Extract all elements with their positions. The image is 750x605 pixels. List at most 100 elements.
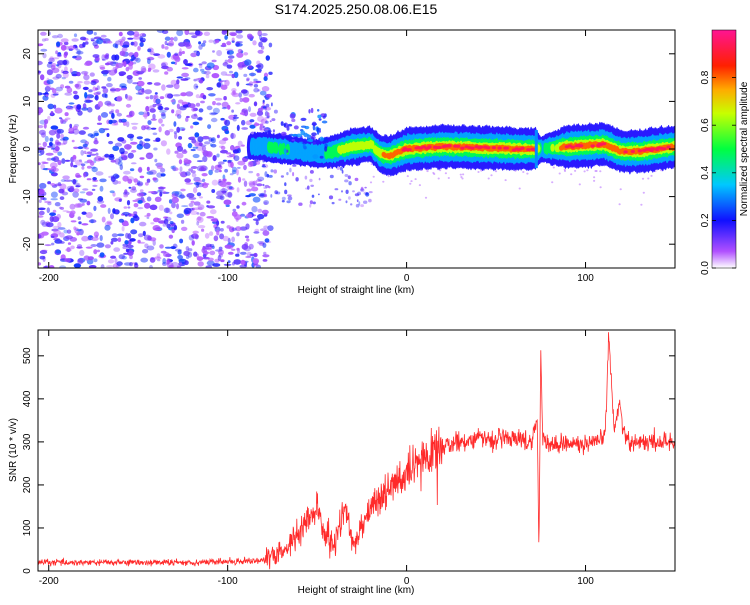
signal-track-segment [460, 146, 465, 150]
noise-speck [160, 173, 166, 177]
noise-speck [201, 61, 207, 65]
noise-speck [261, 33, 268, 36]
noise-speck [267, 130, 272, 133]
noise-speck [133, 203, 139, 208]
noise-speck [144, 215, 150, 218]
noise-speck [229, 173, 234, 176]
noise-speck [356, 199, 359, 203]
noise-speck [248, 243, 254, 250]
y-tick-label: 300 [22, 433, 33, 450]
noise-speck [85, 212, 93, 219]
noise-speck [358, 201, 361, 206]
noise-speck [156, 253, 161, 259]
noise-speck [348, 196, 351, 200]
noise-speck [38, 60, 43, 66]
noise-speck [216, 190, 224, 197]
noise-speck [106, 133, 110, 137]
noise-speck [232, 116, 239, 119]
y-tick-label: -20 [22, 237, 33, 252]
noise-speck [191, 233, 199, 239]
noise-speck [176, 152, 184, 159]
noise-speck [93, 32, 97, 36]
colorbar-label: Normalized spectral amplitude [739, 81, 750, 216]
noise-speck [113, 247, 121, 252]
noise-speck [118, 218, 124, 223]
noise-speck [56, 64, 60, 67]
noise-speck [163, 216, 169, 219]
noise-speck [251, 186, 259, 192]
noise-speck [66, 247, 71, 253]
noise-speck [47, 202, 52, 206]
noise-speck [231, 166, 238, 172]
noise-speck [133, 41, 138, 47]
noise-speck [195, 85, 199, 88]
noise-speck [241, 201, 247, 206]
noise-speck [73, 33, 78, 38]
noise-speck [231, 227, 237, 231]
noise-speck [125, 248, 130, 253]
noise-speck [133, 215, 140, 222]
noise-speck [223, 96, 227, 101]
noise-speck [248, 81, 254, 87]
noise-speck [205, 151, 213, 158]
noise-speck [158, 126, 162, 133]
noise-speck [262, 99, 265, 103]
noise-speck [147, 82, 153, 85]
noise-speck [269, 120, 272, 123]
noise-speck [109, 87, 117, 93]
noise-speck [259, 228, 268, 232]
noise-speck [84, 92, 88, 99]
noise-speck [137, 207, 144, 210]
noise-speck [55, 86, 63, 92]
noise-speck [406, 175, 409, 178]
signal-plume [321, 120, 328, 124]
noise-speck [273, 109, 278, 114]
noise-speck [55, 141, 59, 147]
y-tick-label: 500 [22, 347, 33, 364]
noise-speck [68, 127, 75, 134]
noise-speck [190, 166, 198, 169]
noise-speck [660, 169, 663, 172]
signal-plume [280, 131, 287, 137]
noise-speck [236, 52, 244, 58]
noise-speck [220, 145, 226, 150]
y-tick-label: 20 [22, 48, 33, 60]
noise-speck [149, 169, 157, 175]
noise-speck [226, 181, 232, 185]
noise-speck [76, 184, 82, 188]
noise-speck [124, 240, 129, 245]
noise-speck [206, 87, 214, 91]
noise-speck [83, 255, 90, 261]
noise-speck [118, 198, 122, 202]
noise-speck [60, 44, 67, 51]
noise-speck [176, 213, 184, 219]
noise-speck [48, 129, 57, 136]
noise-speck [345, 200, 348, 204]
noise-speck [258, 194, 266, 198]
noise-speck [157, 259, 161, 262]
spectrogram-y-ticks: -20 -10 0 10 20 [22, 48, 675, 252]
noise-speck [216, 50, 223, 57]
noise-speck [168, 40, 175, 47]
noise-speck [62, 210, 69, 212]
signal-plume [316, 127, 319, 133]
noise-speck [162, 258, 167, 264]
noise-speck [81, 223, 89, 226]
noise-speck [90, 80, 97, 86]
noise-speck [201, 42, 206, 47]
noise-speck [56, 41, 61, 47]
noise-speck [57, 60, 65, 66]
noise-speck [166, 261, 174, 268]
noise-speck [179, 238, 184, 244]
noise-speck [239, 97, 244, 103]
noise-speck [110, 237, 119, 242]
noise-speck [177, 99, 184, 104]
signal-track-segment [470, 146, 475, 150]
noise-speck [222, 62, 229, 67]
noise-speck [372, 175, 375, 178]
x-tick-label: 100 [577, 273, 594, 284]
signal-track-segment [623, 150, 628, 154]
noise-speck [194, 132, 200, 138]
noise-speck [201, 70, 207, 75]
noise-speck [239, 226, 248, 231]
